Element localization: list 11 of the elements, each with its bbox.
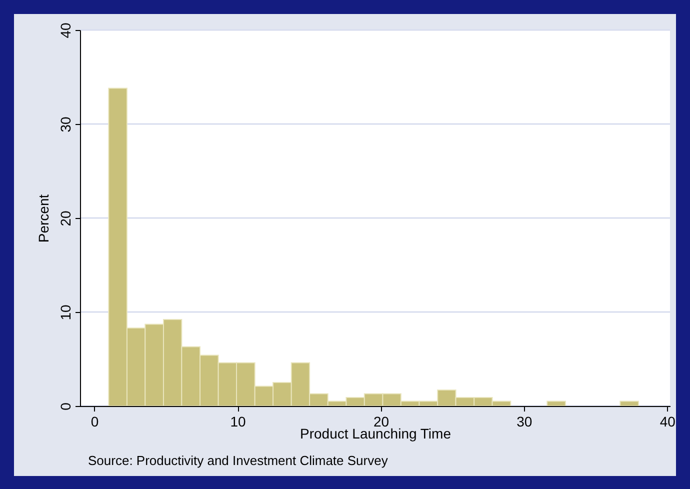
y-tick-label: 30 (58, 116, 74, 132)
source-note: Source: Productivity and Investment Climate Survey (88, 453, 388, 468)
y-tick-label: 40 (58, 22, 74, 38)
x-tick-label: 40 (660, 414, 676, 430)
y-tick-label: 10 (58, 304, 74, 320)
x-tick-label: 10 (230, 414, 246, 430)
y-tick-label: 20 (58, 210, 74, 226)
y-tick-label: 0 (58, 402, 74, 410)
y-axis-title: Percent (36, 194, 52, 243)
x-tick-label: 30 (516, 414, 532, 430)
x-tick-label: 0 (90, 414, 99, 430)
